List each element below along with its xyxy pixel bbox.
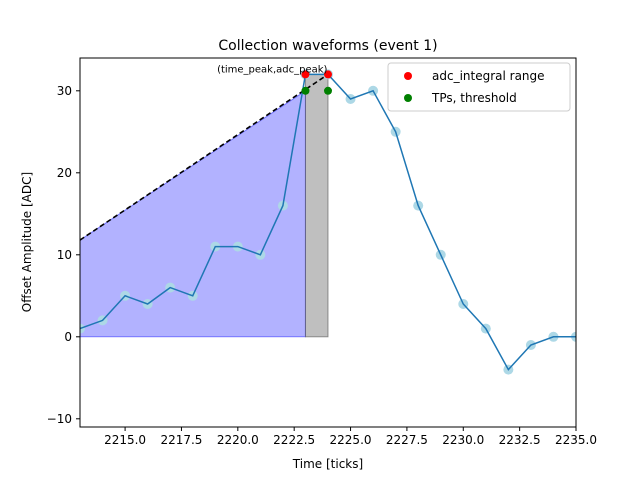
dashed-peak-line	[80, 73, 329, 241]
legend-marker	[404, 94, 412, 102]
x-tick-label: 2217.5	[160, 433, 202, 447]
y-tick-label: 10	[57, 248, 72, 262]
plot-frame	[79, 57, 577, 428]
legend: adc_integral range TPs, threshold	[387, 62, 571, 112]
peak-annotation: (time_peak,adc_peak)	[217, 64, 327, 75]
x-tick-label: 2235.0	[555, 433, 597, 447]
peak-box	[304, 73, 329, 338]
adc-range-point	[301, 70, 310, 79]
axes: (time_peak,adc_peak) 2215.0 2217.5 2220.0 22…	[47, 57, 597, 447]
y-tick-label: −10	[47, 412, 72, 426]
plot-area	[80, 69, 576, 375]
legend-label: TPs, threshold	[431, 91, 517, 105]
x-tick-label: 2232.5	[499, 433, 541, 447]
x-tick-label: 2230.0	[442, 433, 484, 447]
adc-range-point	[324, 70, 332, 79]
legend-marker	[404, 72, 412, 80]
x-tick-label: 2215.0	[104, 433, 146, 447]
y-tick-label: 30	[57, 84, 72, 98]
legend-label: adc_integral range	[432, 69, 545, 83]
tp-threshold-point	[324, 86, 332, 95]
x-tick-label: 2225.0	[330, 433, 372, 447]
legend-box	[387, 62, 571, 112]
y-axis-label: Offset Amplitude [ADC]	[20, 172, 34, 312]
x-axis-label: Time [ticks]	[292, 457, 363, 471]
x-tick-label: 2220.0	[217, 433, 259, 447]
chart-title: Collection waveforms (event 1)	[218, 38, 437, 54]
tp-threshold-point	[301, 86, 310, 95]
waveform-marker	[80, 323, 85, 334]
x-tick-label: 2222.5	[273, 433, 315, 447]
x-tick-label: 2227.5	[386, 433, 428, 447]
y-tick-label: 20	[57, 166, 72, 180]
y-tick-label: 0	[64, 330, 72, 344]
